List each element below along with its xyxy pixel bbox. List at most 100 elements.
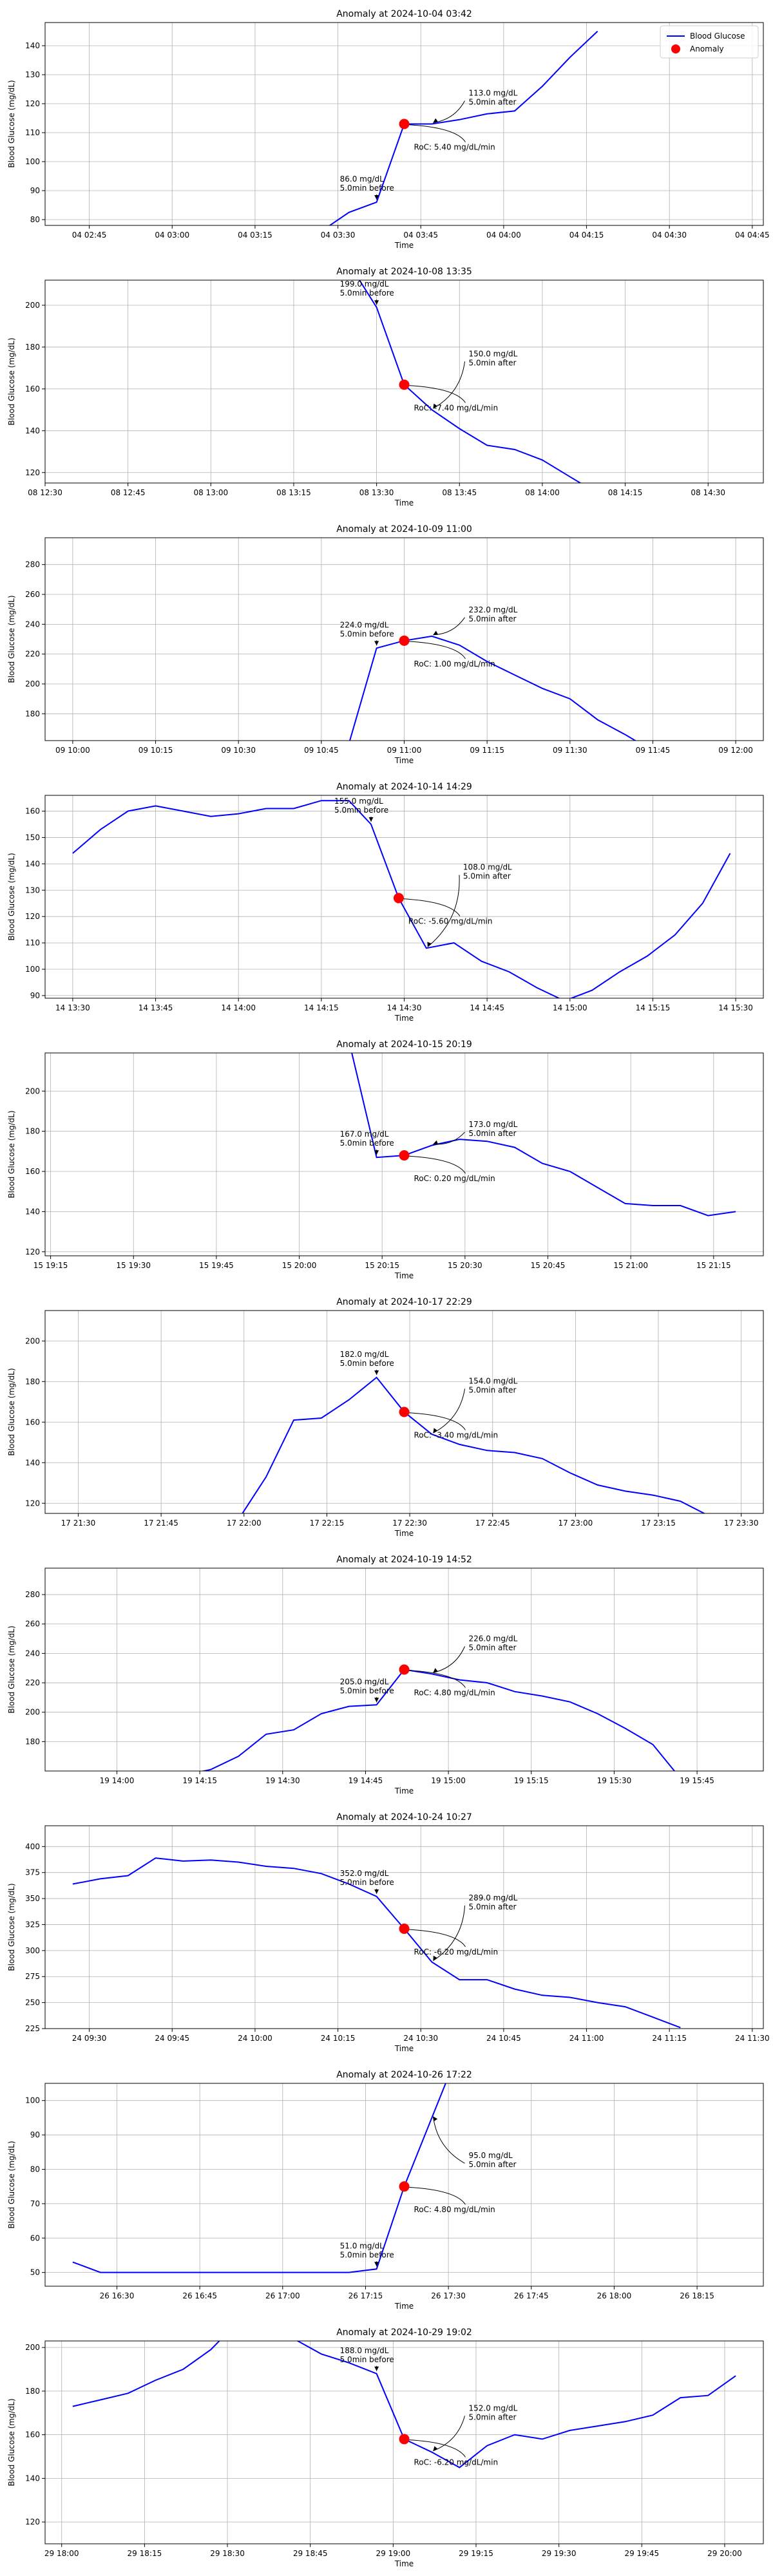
x-tick-label: 24 10:00 bbox=[238, 2034, 272, 2043]
x-tick-label: 19 14:15 bbox=[182, 1776, 217, 1785]
before-annotation-line: 5.0min before bbox=[340, 629, 394, 638]
before-annotation: 205.0 mg/dL 5.0min before bbox=[340, 1677, 394, 1695]
y-tick-label: 120 bbox=[25, 2517, 40, 2526]
x-tick-label: 19 15:45 bbox=[680, 1776, 714, 1785]
x-tick-label: 19 15:15 bbox=[514, 1776, 549, 1785]
anomaly-marker bbox=[399, 118, 410, 129]
legend-series-label: Blood Glucose bbox=[690, 32, 745, 41]
roc-annotation: RoC: 0.20 mg/dL/min bbox=[414, 1174, 495, 1183]
y-axis-label: Blood Glucose (mg/dL) bbox=[7, 1368, 16, 1455]
x-tick-label: 17 23:15 bbox=[641, 1519, 676, 1528]
chart-svg: Anomaly at 2024-10-26 17:22 26 16:30 26 16… bbox=[7, 2070, 764, 2311]
x-axis-label: Time bbox=[394, 2044, 414, 2053]
y-tick-label: 180 bbox=[25, 1737, 40, 1746]
chart-title: Anomaly at 2024-10-24 10:27 bbox=[336, 1812, 472, 1823]
roc-annotation: RoC: 5.40 mg/dL/min bbox=[414, 143, 495, 152]
after-annotation-line: 152.0 mg/dL bbox=[469, 2403, 518, 2412]
after-annotation: 95.0 mg/dL 5.0min after bbox=[469, 2151, 517, 2169]
y-tick-label: 160 bbox=[25, 1417, 40, 1426]
before-annotation-line: 86.0 mg/dL bbox=[340, 175, 385, 184]
y-tick-label: 110 bbox=[25, 128, 40, 137]
after-arrow bbox=[433, 1132, 465, 1145]
x-tick-label: 26 18:15 bbox=[680, 2291, 714, 2300]
before-arrow bbox=[374, 1369, 379, 1375]
roc-connector bbox=[406, 1670, 466, 1688]
x-tick-label: 08 12:30 bbox=[28, 488, 62, 497]
y-axis-label: Blood Glucose (mg/dL) bbox=[7, 2141, 16, 2228]
y-tick-label: 280 bbox=[25, 560, 40, 569]
y-tick-label: 160 bbox=[25, 1167, 40, 1176]
plot-frame bbox=[44, 1567, 764, 1772]
before-annotation: 51.0 mg/dL 5.0min before bbox=[340, 2241, 394, 2259]
after-annotation-line: 5.0min after bbox=[469, 2412, 517, 2421]
plot-frame bbox=[44, 795, 764, 999]
x-tick-label: 24 11:00 bbox=[569, 2034, 604, 2043]
y-tick-label: 160 bbox=[25, 807, 40, 816]
x-tick-label: 09 11:45 bbox=[636, 746, 671, 755]
y-tick-label: 375 bbox=[25, 1868, 40, 1877]
after-annotation: 289.0 mg/dL 5.0min after bbox=[469, 1893, 518, 1911]
x-tick-label: 26 16:30 bbox=[100, 2291, 135, 2300]
x-tick-label: 26 16:45 bbox=[182, 2291, 217, 2300]
chart-svg: Anomaly at 2024-10-04 03:42 04 02:45 04 03… bbox=[7, 9, 770, 250]
y-tick-label: 160 bbox=[25, 384, 40, 393]
x-tick-label: 15 20:45 bbox=[531, 1261, 566, 1270]
after-annotation-line: 154.0 mg/dL bbox=[469, 1377, 518, 1386]
before-annotation-line: 199.0 mg/dL bbox=[340, 279, 389, 289]
x-tick-label: 19 14:00 bbox=[100, 1776, 135, 1785]
after-arrow bbox=[433, 1388, 465, 1434]
roc-annotation: RoC: -6.20 mg/dL/min bbox=[414, 1947, 499, 1956]
before-annotation-line: 188.0 mg/dL bbox=[340, 2346, 389, 2355]
after-annotation: 173.0 mg/dL 5.0min after bbox=[469, 1120, 518, 1138]
y-tick-label: 70 bbox=[30, 2199, 40, 2208]
after-annotation-line: 5.0min after bbox=[469, 1386, 517, 1395]
x-axis-label: Time bbox=[394, 241, 414, 250]
x-axis-label: Time bbox=[394, 2559, 414, 2568]
x-tick-label: 08 13:15 bbox=[276, 488, 311, 497]
plot-frame bbox=[44, 537, 764, 741]
x-tick-label: 29 19:30 bbox=[542, 2549, 577, 2558]
y-tick-label: 200 bbox=[25, 1708, 40, 1717]
chart-title: Anomaly at 2024-10-09 11:00 bbox=[336, 524, 472, 535]
x-tick-label: 09 10:45 bbox=[304, 746, 339, 755]
chart-svg: Anomaly at 2024-10-09 11:00 09 10:00 09 10… bbox=[7, 524, 764, 765]
y-tick-label: 200 bbox=[25, 1086, 40, 1095]
plot-frame bbox=[44, 22, 764, 226]
chart-panel: Anomaly at 2024-10-04 03:42 04 02:45 04 03… bbox=[0, 0, 773, 258]
before-annotation-line: 5.0min before bbox=[334, 806, 388, 815]
x-tick-label: 17 21:45 bbox=[144, 1519, 178, 1528]
after-annotation-line: 5.0min after bbox=[469, 1902, 517, 1911]
before-arrow bbox=[374, 2365, 379, 2371]
before-annotation-line: 51.0 mg/dL bbox=[340, 2241, 385, 2250]
roc-annotation: RoC: -7.40 mg/dL/min bbox=[414, 403, 499, 412]
glucose-series-line bbox=[200, 1669, 676, 1771]
y-tick-label: 120 bbox=[25, 468, 40, 477]
chart-title: Anomaly at 2024-10-14 14:29 bbox=[336, 782, 472, 792]
before-arrow bbox=[374, 194, 379, 200]
x-axis-label: Time bbox=[394, 1271, 414, 1280]
y-tick-label: 350 bbox=[25, 1894, 40, 1903]
after-annotation-line: 5.0min after bbox=[469, 614, 517, 623]
y-tick-label: 280 bbox=[25, 1590, 40, 1599]
x-tick-label: 08 13:45 bbox=[442, 488, 477, 497]
x-tick-label: 04 03:45 bbox=[403, 231, 438, 240]
anomaly-marker bbox=[399, 1150, 410, 1161]
plot-frame bbox=[44, 1310, 764, 1514]
before-annotation-line: 5.0min before bbox=[340, 184, 394, 193]
before-arrow bbox=[374, 1888, 379, 1894]
chart-title: Anomaly at 2024-10-15 20:19 bbox=[336, 1039, 472, 1050]
x-tick-label: 14 15:00 bbox=[553, 1003, 587, 1012]
y-tick-label: 100 bbox=[25, 2096, 40, 2105]
anomaly-marker bbox=[399, 2181, 410, 2192]
before-arrow bbox=[368, 817, 374, 822]
before-annotation: 182.0 mg/dL 5.0min before bbox=[340, 1350, 394, 1368]
x-tick-label: 19 14:30 bbox=[265, 1776, 300, 1785]
x-tick-label: 04 04:45 bbox=[735, 231, 770, 240]
chart-panel: Anomaly at 2024-10-08 13:35 08 12:30 08 12… bbox=[0, 258, 773, 515]
x-tick-label: 09 11:15 bbox=[470, 746, 504, 755]
x-tick-label: 15 19:30 bbox=[116, 1261, 151, 1270]
chart-panel: Anomaly at 2024-10-26 17:22 26 16:30 26 16… bbox=[0, 2061, 773, 2318]
chart-panel: Anomaly at 2024-10-09 11:00 09 10:00 09 10… bbox=[0, 515, 773, 773]
y-tick-label: 160 bbox=[25, 2430, 40, 2439]
y-tick-label: 180 bbox=[25, 709, 40, 718]
